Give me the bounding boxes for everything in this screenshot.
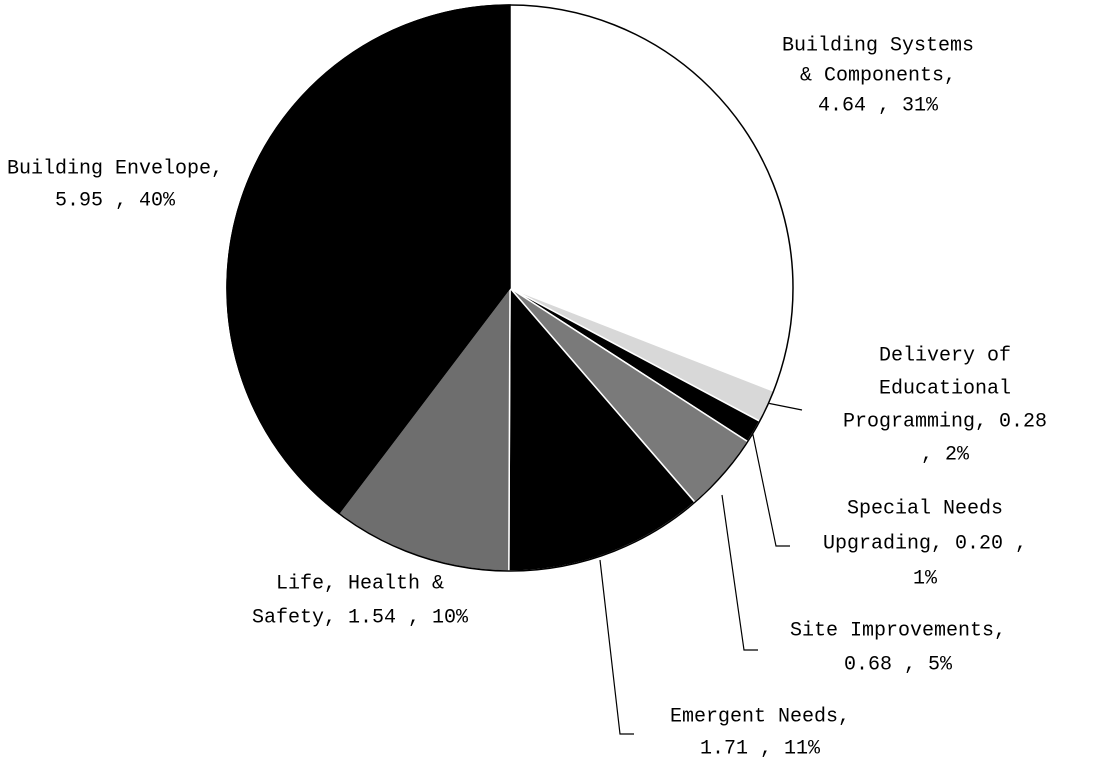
- slice-label: 1%: [913, 567, 938, 590]
- slice-label: Educational: [879, 377, 1011, 400]
- slice-label: Special Needs: [847, 497, 1003, 520]
- slice-label: Building Systems: [782, 34, 974, 57]
- slice-label: 1.71 , 11%: [700, 737, 821, 760]
- leader-line: [721, 494, 758, 651]
- slice-label: Life, Health &: [276, 572, 444, 595]
- slice-label: Safety, 1.54 , 10%: [252, 606, 469, 629]
- slice-label: Upgrading, 0.20 ,: [823, 532, 1027, 555]
- slice-label: 5.95 , 40%: [55, 189, 176, 212]
- leader-line: [599, 559, 634, 735]
- leader-lines: [599, 401, 803, 735]
- pie-outline: [226, 4, 794, 572]
- slice-label: Building Envelope,: [7, 157, 223, 180]
- slice-label: , 2%: [921, 443, 970, 466]
- leader-line: [751, 429, 790, 547]
- slice-label: Delivery of: [879, 344, 1011, 367]
- slice-label: 0.68 , 5%: [844, 653, 953, 676]
- slice-label: Programming, 0.28: [843, 410, 1047, 433]
- slice-label: 4.64 , 31%: [818, 94, 939, 117]
- slice-label: Emergent Needs,: [670, 705, 850, 728]
- slice-label: & Components,: [800, 64, 956, 87]
- slice-label: Site Improvements,: [790, 619, 1006, 642]
